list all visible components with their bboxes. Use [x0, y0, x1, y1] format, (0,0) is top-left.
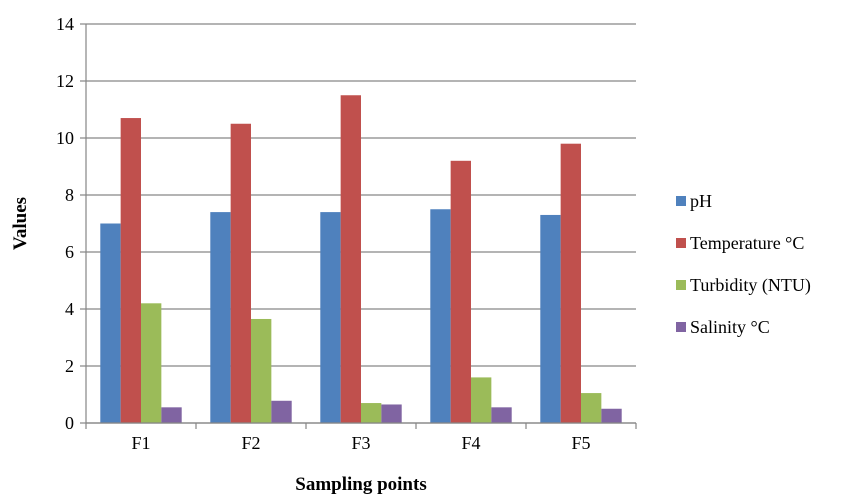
- x-tick-label: F4: [461, 433, 480, 453]
- legend-label: Turbidity (NTU): [690, 275, 811, 296]
- y-tick-label: 14: [56, 14, 74, 34]
- bar: [560, 143, 581, 423]
- y-axis-ticks: 0 2 4 6 8 10 12 14: [56, 14, 86, 433]
- x-tick-label: F1: [131, 433, 150, 453]
- legend-item: pH: [676, 191, 712, 211]
- legend-swatch: [676, 196, 686, 206]
- bar: [430, 209, 451, 423]
- x-axis-title: Sampling points: [295, 474, 426, 495]
- x-tick-label: F5: [571, 433, 590, 453]
- bar: [581, 393, 602, 423]
- legend-label: pH: [690, 191, 712, 211]
- bar: [471, 377, 492, 423]
- legend-item: Salinity °C: [676, 317, 770, 337]
- legend: pH Temperature °C Turbidity (NTU) Salinity …: [676, 191, 811, 337]
- axes: [85, 24, 636, 424]
- legend-item: Temperature °C: [676, 233, 804, 253]
- y-axis-title: Values: [10, 197, 31, 250]
- y-tick-label: 0: [65, 413, 74, 433]
- y-tick-label: 2: [65, 356, 74, 376]
- y-tick-label: 8: [65, 185, 74, 205]
- bar: [381, 404, 402, 423]
- y-tick-label: 12: [56, 71, 74, 91]
- bar: [450, 160, 471, 424]
- legend-swatch: [676, 322, 686, 332]
- y-tick-label: 6: [65, 242, 74, 262]
- x-tick-label: F3: [351, 433, 370, 453]
- bar: [361, 403, 382, 423]
- bar: [271, 400, 292, 423]
- y-tick-label: 4: [65, 299, 74, 319]
- legend-label: Temperature °C: [690, 233, 804, 253]
- bar: [161, 407, 182, 423]
- bar: [120, 118, 141, 424]
- bar: [601, 408, 622, 423]
- legend-label: Salinity °C: [690, 317, 770, 337]
- legend-item: Turbidity (NTU): [676, 275, 811, 296]
- bar: [540, 214, 561, 423]
- bar: [491, 407, 512, 423]
- bar: [100, 223, 121, 423]
- bar: [141, 303, 162, 423]
- bars: [100, 95, 622, 424]
- bar: [320, 212, 341, 423]
- bar: [340, 95, 361, 423]
- y-tick-label: 10: [56, 128, 74, 148]
- legend-swatch: [676, 238, 686, 248]
- bar: [210, 212, 231, 423]
- x-tick-label: F2: [241, 433, 260, 453]
- bar: [230, 123, 251, 423]
- x-axis-ticks: F1 F2 F3 F4 F5: [85, 423, 637, 453]
- legend-swatch: [676, 280, 686, 290]
- bar: [251, 318, 272, 423]
